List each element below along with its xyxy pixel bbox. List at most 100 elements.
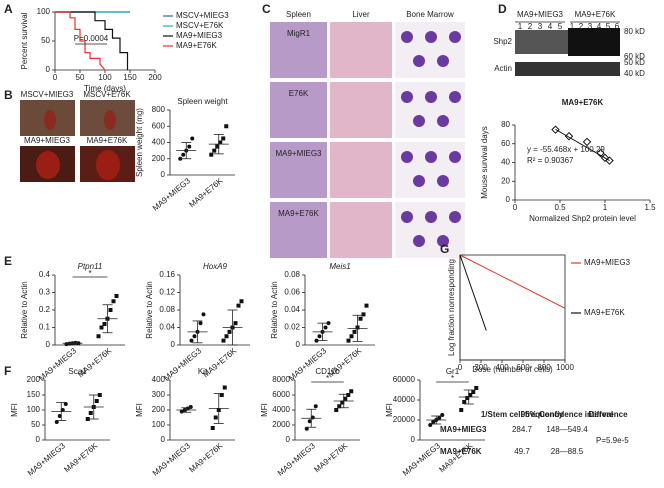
size-marker: 40 kD: [624, 69, 645, 78]
micrograph: [330, 142, 392, 198]
chart: 0 0.02 0.04 0.06 0.08 Relative to Actin Meis1 M…: [270, 262, 375, 383]
blot-band: [568, 28, 620, 56]
histology-grid: Spleen Liver Bone Marrow MigR1 E76K MA9+MIEG3…: [270, 10, 465, 258]
y-tick-label: 0.2: [39, 305, 51, 314]
data-point: [210, 426, 215, 430]
y-tick-label: 0: [46, 65, 51, 74]
chart-title: HoxA9: [203, 262, 228, 271]
spleen: [36, 151, 60, 179]
y-tick-label: 80: [501, 120, 510, 129]
data-point: [201, 312, 206, 317]
y-axis-label: Relative to Actin: [20, 281, 29, 338]
x-tick-label: MA9+MIEG3: [26, 441, 67, 478]
panel-label: B: [4, 88, 13, 102]
data-point: [215, 144, 220, 149]
chart-title: CD11b: [315, 367, 340, 376]
data-point: [314, 338, 319, 343]
x-tick-label: MA9+MIEG3: [37, 346, 78, 383]
data-point: [198, 321, 203, 326]
x-tick-label: MA9+E76K: [187, 441, 224, 474]
x-tick-label: 1000: [556, 363, 574, 372]
cell: [425, 151, 437, 163]
column-header: Spleen: [286, 10, 311, 19]
chart-title: Sca1: [68, 367, 87, 376]
data-point: [326, 321, 331, 326]
data-point: [97, 393, 102, 397]
y-tick-label: 0: [46, 340, 51, 349]
cell: [413, 175, 425, 187]
data-point: [334, 408, 339, 412]
lane-label: 4: [597, 22, 602, 31]
chart: 0 0.1 0.2 0.3 0.4 Relative to Actin Ptpn11 MA9+…: [20, 262, 125, 383]
data-point: [349, 389, 354, 394]
data-point: [60, 408, 65, 412]
data-point: [307, 419, 312, 424]
group-label: MA9+E76K: [575, 10, 616, 19]
legend-label: MSCV+MIEG3: [176, 11, 229, 20]
data-point: [233, 321, 238, 326]
y-tick-label: 0: [171, 340, 176, 349]
data-point: [462, 400, 467, 404]
y-tick-label: 60000: [393, 375, 416, 384]
data-point: [340, 400, 345, 405]
panel-label: C: [262, 2, 271, 16]
data-point: [219, 393, 224, 397]
photo-label: MA9+E76K: [87, 136, 128, 145]
data-point: [337, 404, 342, 409]
y-tick-label: 60: [501, 139, 510, 148]
y-tick-label: 4000: [272, 405, 290, 414]
chart-title: Ptpn11: [78, 262, 103, 271]
cell: [401, 151, 413, 163]
cell: [449, 31, 461, 43]
legend-label: MA9+E76K: [584, 308, 625, 317]
panel-label: D: [498, 2, 507, 16]
x-axis-label: Time (days): [84, 84, 126, 93]
data-point: [361, 312, 366, 317]
group-label: MA9+MIEG3: [517, 10, 564, 19]
y-axis-label: Mouse survival days: [480, 126, 489, 198]
significance: *: [326, 374, 329, 383]
data-point: [114, 294, 119, 298]
lane-label: 5: [606, 22, 611, 31]
data-point: [582, 137, 592, 147]
y-tick-label: 200: [152, 405, 166, 414]
x-tick-label: 200: [148, 73, 162, 82]
blot: [515, 21, 620, 76]
data-point: [189, 338, 194, 343]
y-axis-label: MFI: [10, 403, 19, 417]
micrograph: [330, 22, 392, 78]
data-point: [474, 386, 479, 390]
significance: *: [88, 269, 91, 278]
y-tick-label: 50: [41, 36, 50, 45]
x-tick-label: 0.5: [554, 203, 566, 212]
annotation: R² = 0.90367: [527, 156, 574, 165]
data-point: [221, 338, 226, 343]
table-cell: P=5.9e-5: [596, 436, 629, 445]
y-tick-label: 150: [27, 390, 41, 399]
y-tick-label: 400: [152, 375, 166, 384]
data-point: [343, 396, 348, 401]
x-tick-label: MA9+MIEG3: [401, 441, 442, 478]
y-tick-label: 50: [31, 420, 40, 429]
chart-title: Spleen weight: [177, 97, 228, 106]
cell: [437, 55, 449, 67]
series-line: [459, 254, 566, 309]
y-tick-label: 800: [152, 105, 166, 114]
significance: *: [451, 374, 454, 383]
data-point: [85, 417, 90, 421]
cell: [425, 211, 437, 223]
y-tick-label: 100: [37, 7, 51, 16]
cell: [413, 235, 425, 247]
data-point: [192, 334, 197, 339]
y-tick-label: 600: [152, 121, 166, 130]
lane-label: 2: [528, 22, 533, 31]
table-cell: MA9+E76K: [440, 447, 482, 456]
spleen: [104, 110, 116, 130]
data-point: [222, 385, 227, 390]
y-tick-label: 0.16: [159, 270, 175, 279]
data-point: [94, 399, 99, 403]
micrograph: [270, 202, 327, 258]
annotation: P=0.0004: [74, 34, 109, 43]
row-label: E76K: [289, 89, 309, 98]
